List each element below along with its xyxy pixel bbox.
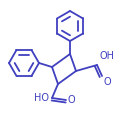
- Text: OH: OH: [99, 51, 114, 61]
- Text: O: O: [103, 77, 111, 87]
- Text: HO: HO: [34, 93, 49, 103]
- Text: O: O: [67, 95, 75, 105]
